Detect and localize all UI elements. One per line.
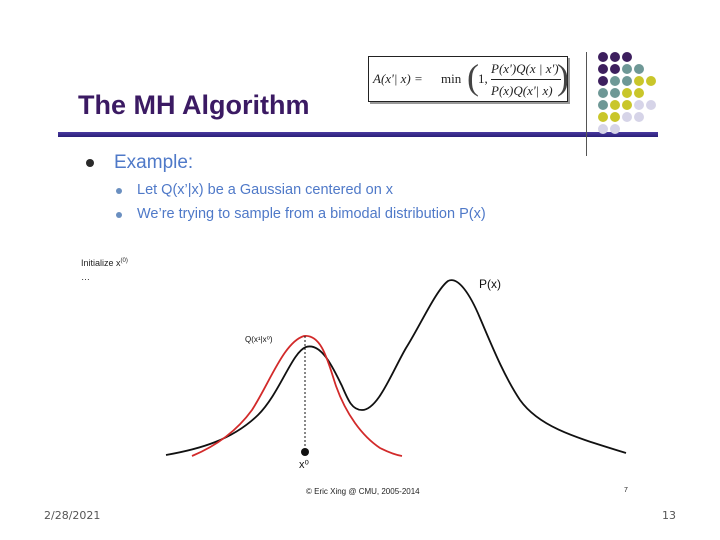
decor-dot [646, 100, 656, 110]
decor-dot [598, 76, 608, 86]
target-distribution-curve [165, 279, 627, 456]
decor-dot [634, 88, 644, 98]
sub-bullet-1-text: Let Q(x’|x) be a Gaussian centered on x [137, 182, 394, 198]
decor-dot [598, 124, 608, 134]
decor-dot [622, 76, 632, 86]
decor-dot [622, 88, 632, 98]
p-label: P(x) [479, 277, 501, 291]
formula-fraction-bar [491, 79, 561, 80]
bullet-example-text: Example: [114, 152, 194, 173]
formula-min: min [441, 71, 462, 86]
decor-dot [622, 52, 632, 62]
proposal-distribution-curve [191, 335, 403, 457]
sub-bullet-2-text: We’re trying to sample from a bimodal di… [137, 206, 486, 222]
decor-dot [622, 112, 632, 122]
decor-dot [610, 64, 620, 74]
formula-right-paren: ) [557, 57, 569, 97]
x0-point [301, 448, 309, 456]
formula-lhs: A(x'| x) = [373, 71, 423, 86]
decor-dot [598, 112, 608, 122]
decor-dot [622, 64, 632, 74]
footer-date: 2/28/2021 [44, 509, 101, 522]
decor-dot [646, 76, 656, 86]
slide-title: The MH Algorithm [78, 90, 310, 120]
decor-dot [634, 100, 644, 110]
sub-bullet-1: Let Q(x’|x) be a Gaussian centered on x [116, 182, 393, 198]
decor-dot [634, 112, 644, 122]
decor-dot [610, 52, 620, 62]
x0-label: x⁰ [299, 459, 310, 471]
decorative-vertical-rule [586, 52, 587, 156]
decor-dot [634, 64, 644, 74]
formula-left-paren: ( [467, 57, 479, 97]
formula-denominator: P(x)Q(x'| x) [491, 83, 553, 98]
acceptance-formula: A(x'| x) = min ( 1, P(x')Q(x | x') P(x)Q… [368, 56, 569, 102]
figure-credit: © Eric Xing @ CMU, 2005-2014 [306, 487, 420, 496]
inner-page-number: 7 [624, 487, 628, 494]
footer-page-number: 13 [662, 509, 676, 522]
formula-numerator: P(x')Q(x | x') [491, 61, 559, 76]
q-label: Q(x¹|x⁰) [245, 335, 273, 344]
formula-one: 1, [478, 71, 488, 86]
decor-dot [598, 100, 608, 110]
decor-dot [610, 88, 620, 98]
title-underline [58, 132, 658, 137]
decor-dot [598, 52, 608, 62]
decor-dot [622, 100, 632, 110]
decor-dot [610, 76, 620, 86]
decor-dot [598, 88, 608, 98]
sub-bullet-2: We’re trying to sample from a bimodal di… [116, 206, 486, 222]
decor-dot [610, 100, 620, 110]
decor-dot [610, 112, 620, 122]
bullet-example: Example: [85, 152, 194, 174]
ellipsis-label: … [81, 272, 90, 282]
decor-dot [610, 124, 620, 134]
decor-dot [598, 64, 608, 74]
initialize-label: Initialize x(0) [81, 258, 128, 268]
decor-dot [634, 76, 644, 86]
